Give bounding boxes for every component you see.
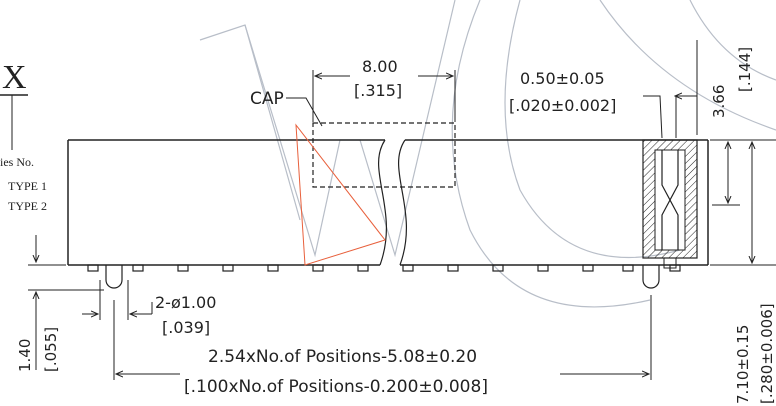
height-dimension	[710, 139, 776, 266]
hole-mm-label: 2-ø1.00	[155, 293, 216, 312]
contact-row	[87, 264, 681, 272]
pins	[105, 265, 660, 289]
depth-mm-label: 3.66	[710, 85, 728, 118]
connector-body	[67, 139, 709, 266]
hole-in-label: [.039]	[162, 318, 210, 337]
pin-dimension	[28, 235, 104, 370]
pin-in-label: [.055]	[42, 327, 60, 372]
cap-leader	[286, 97, 323, 127]
title-letter: X	[2, 59, 27, 96]
cap-label: CAP	[250, 89, 284, 109]
cap-outline	[312, 122, 456, 188]
width-mm-label: 8.00	[362, 57, 398, 76]
height-in-label: [.280±0.006]	[758, 303, 776, 404]
pitch-mm-label: 0.50±0.05	[520, 69, 605, 88]
width-dimension	[312, 70, 456, 122]
series-row-type2: TYPE 2	[8, 199, 47, 213]
pin-mm-label: 1.40	[16, 339, 34, 372]
height-mm-label: 7.10±0.15	[734, 325, 752, 404]
length-in-label: [.100xNo.of Positions-0.200±0.008]	[184, 377, 488, 397]
series-header: ies No.	[0, 155, 34, 169]
length-mm-label: 2.54xNo.of Positions-5.08±0.20	[208, 347, 477, 367]
pitch-in-label: [.020±0.002]	[509, 96, 616, 115]
accent-triangle	[295, 123, 386, 266]
hole-dimension	[82, 280, 153, 320]
width-in-label: [.315]	[354, 81, 402, 100]
length-dimension	[113, 295, 652, 380]
depth-in-label: [.144]	[736, 47, 754, 92]
pitch-leader	[643, 95, 663, 139]
series-table: X ies No. TYPE 1 TYPE 2	[0, 59, 47, 213]
cross-section	[642, 139, 698, 269]
series-row-type1: TYPE 1	[8, 179, 47, 193]
